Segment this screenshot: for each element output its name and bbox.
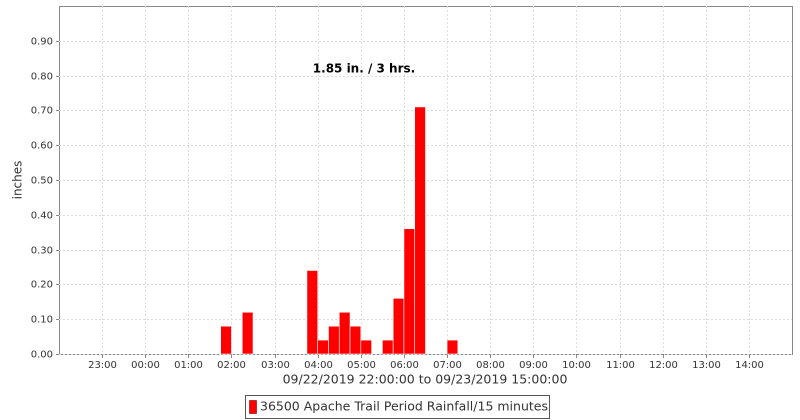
legend-box [245,395,550,419]
x-tick-label: 04:00 [304,360,333,371]
bar [446,339,459,355]
x-tick-label: 05:00 [347,360,376,371]
y-tick-label: 0.70 [31,106,53,117]
x-tick-label: 00:00 [131,360,160,371]
y-tick-label: 0.50 [31,176,53,187]
y-tick-label: 0.20 [31,280,53,291]
bar [414,106,426,355]
plot-area [59,6,793,355]
x-tick-label: 10:00 [562,360,591,371]
x-tick-label: 03:00 [261,360,290,371]
y-tick-label: 0.60 [31,141,53,152]
x-tick-label: 23:00 [88,360,117,371]
bar [328,325,340,355]
x-tick-label: 01:00 [174,360,203,371]
x-tick-label: 08:00 [476,360,505,371]
x-tick-label: 13:00 [692,360,721,371]
bar [338,311,351,355]
legend-label: 36500 Apache Trail Period Rainfall/15 mi… [260,399,548,414]
x-tick-label: 12:00 [649,360,678,371]
y-tick-label: 0.80 [31,72,53,83]
bar [317,339,329,355]
bar [403,228,416,355]
x-tick-label: 11:00 [606,360,635,371]
bar [220,325,232,355]
y-tick-label: 0.40 [31,211,53,222]
bar [382,339,394,355]
y-tick-label: 0.90 [31,37,53,48]
x-tick-label: 07:00 [433,360,462,371]
annotation: 1.85 in. / 3 hrs. [313,62,415,76]
y-axis-label: inches [11,161,25,200]
x-tick-label: 02:00 [217,360,246,371]
bar [360,339,372,355]
bar [392,298,405,355]
bar [306,270,319,355]
x-tick-label: 06:00 [390,360,419,371]
bar [349,325,362,355]
bar [241,311,254,355]
legend-swatch [249,400,257,414]
y-tick-label: 0.10 [31,315,53,326]
x-axis-label: 09/22/2019 22:00:00 to 09/23/2019 15:00:… [283,372,568,387]
x-tick-label: 14:00 [735,360,764,371]
y-tick-label: 0.00 [31,350,53,361]
y-tick-label: 0.30 [31,246,53,257]
x-tick-label: 09:00 [519,360,548,371]
